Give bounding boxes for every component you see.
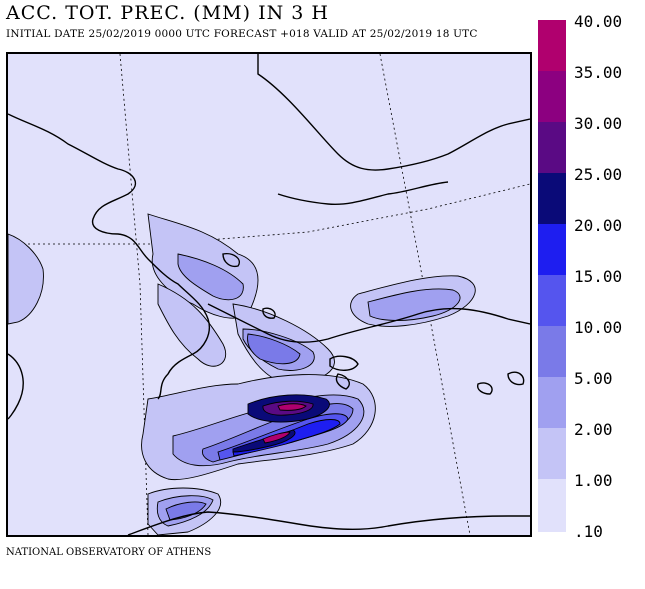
legend-swatch-35 — [538, 71, 566, 122]
legend-label-min: .10 — [574, 522, 603, 541]
legend-swatch-40 — [538, 20, 566, 71]
footer-credit: NATIONAL OBSERVATORY OF ATHENS — [6, 547, 212, 558]
forecast-info: INITIAL DATE 25/02/2019 0000 UTC FORECAS… — [6, 28, 478, 40]
precipitation-fields — [8, 213, 476, 535]
legend-label-5: 5.00 — [574, 369, 613, 388]
legend-swatch-1 — [538, 479, 566, 532]
coastlines — [8, 54, 530, 535]
legend-label-20: 20.00 — [574, 216, 623, 235]
legend-swatch-2 — [538, 428, 566, 479]
legend-label-15: 15.00 — [574, 267, 623, 286]
legend-label-30: 30.00 — [574, 114, 623, 133]
legend-label-10: 10.00 — [574, 318, 623, 337]
map-graphic — [8, 54, 530, 535]
legend-label-40: 40.00 — [574, 12, 623, 31]
chart-title: ACC. TOT. PREC. (MM) IN 3 H — [6, 2, 329, 24]
legend-swatch-20 — [538, 224, 566, 275]
legend-label-35: 35.00 — [574, 63, 623, 82]
legend-swatch-25 — [538, 173, 566, 224]
legend-swatch-10 — [538, 326, 566, 377]
graticule — [8, 54, 530, 535]
legend-label-25: 25.00 — [574, 165, 623, 184]
precipitation-map — [6, 52, 532, 537]
color-legend — [538, 20, 566, 532]
legend-swatch-15 — [538, 275, 566, 326]
legend-swatch-30 — [538, 122, 566, 173]
legend-swatch-5 — [538, 377, 566, 428]
legend-label-1: 1.00 — [574, 471, 613, 490]
legend-label-2: 2.00 — [574, 420, 613, 439]
